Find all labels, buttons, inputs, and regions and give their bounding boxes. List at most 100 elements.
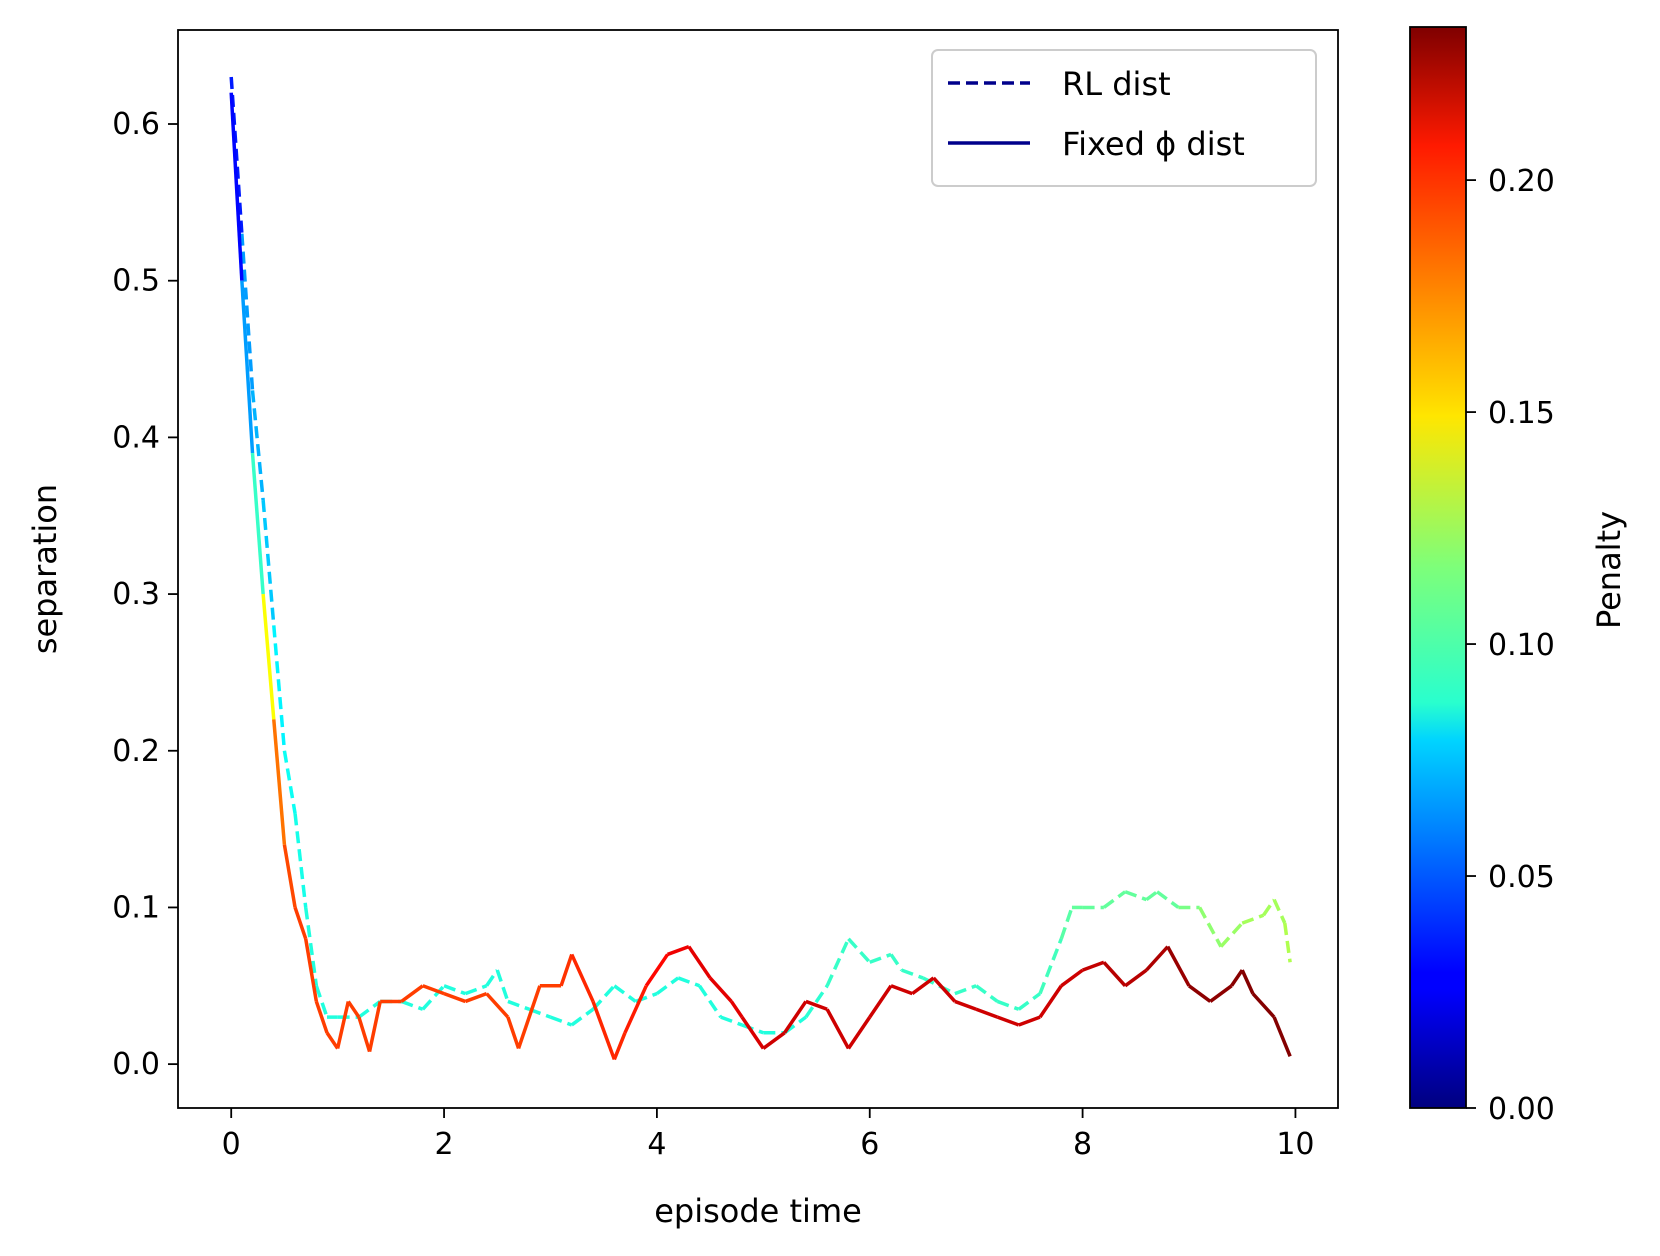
- series-segment: [570, 953, 595, 1003]
- y-axis-label: separation: [26, 484, 64, 654]
- series-segment: [422, 984, 445, 996]
- x-tick-label: 10: [1276, 1127, 1314, 1162]
- series-segment: [996, 1015, 1020, 1027]
- series-segment: [1262, 898, 1276, 917]
- series-segment: [1102, 890, 1127, 909]
- series-segment: [613, 984, 637, 1003]
- x-tick-label: 6: [860, 1127, 879, 1162]
- y-axis: 0.0 0.1 0.2 0.3 0.4 0.5 0.6: [112, 107, 178, 1082]
- series-segment: [954, 984, 977, 996]
- series-segment: [825, 1008, 850, 1050]
- colorbar-gradient: [1409, 26, 1467, 1109]
- series-segment: [1124, 968, 1148, 988]
- series-segment: [1166, 945, 1191, 987]
- series-segment: [996, 999, 1020, 1011]
- series-segment: [507, 999, 530, 1011]
- series-segment: [740, 1016, 765, 1050]
- series-segment: [1081, 960, 1105, 972]
- series-segment: [804, 984, 829, 1019]
- series-segment: [261, 499, 276, 626]
- series-segment: [303, 907, 319, 987]
- series-segment: [516, 985, 542, 1050]
- series-segment: [314, 985, 329, 1018]
- series-segment: [729, 1000, 744, 1019]
- colorbar-label: Penalty: [1590, 511, 1628, 629]
- series-segment: [612, 1032, 627, 1061]
- y-tick-label: 0.6: [112, 107, 160, 142]
- series-segment: [623, 985, 648, 1034]
- series-segment: [303, 938, 319, 1002]
- series-segment: [421, 984, 446, 1011]
- series-segment: [1241, 913, 1265, 925]
- series-segment: [250, 452, 265, 595]
- series-segment: [1060, 968, 1084, 988]
- y-tick-label: 0.5: [112, 264, 160, 299]
- series-segment: [932, 976, 957, 1003]
- series-segment: [911, 976, 935, 996]
- series-segment: [1272, 1016, 1292, 1057]
- series-segment: [1145, 890, 1159, 902]
- series-segment: [741, 1023, 764, 1035]
- series-segment: [1059, 906, 1074, 940]
- series-segment: [890, 984, 913, 996]
- series-segment: [901, 968, 924, 980]
- series-segment: [282, 750, 297, 814]
- series-segment: [666, 944, 690, 957]
- series-segment: [549, 1015, 573, 1027]
- series-segment: [1018, 1015, 1041, 1027]
- series-segment: [485, 992, 510, 1019]
- legend-label-fixed-phi-dist: Fixed ϕ dist: [1062, 125, 1245, 163]
- series-segment: [1038, 984, 1063, 1019]
- y-tick-label: 0.3: [112, 577, 160, 612]
- series-segment: [708, 976, 733, 1003]
- colorbar: 0.00 0.05 0.10 0.15 0.20 Penalty: [1409, 26, 1628, 1127]
- series-segment: [495, 969, 510, 1003]
- series-segment: [644, 953, 669, 987]
- series-segment: [506, 1016, 521, 1050]
- series-segment: [1038, 938, 1063, 995]
- series-segment: [1187, 984, 1212, 1003]
- x-axis-label: episode time: [654, 1192, 862, 1230]
- series-segment: [485, 969, 499, 987]
- colorbar-ticks: 0.00 0.05 0.10 0.15 0.20: [1466, 164, 1555, 1127]
- y-tick-label: 0.2: [112, 734, 160, 769]
- series-segment: [975, 984, 999, 1003]
- series-segment: [357, 1000, 382, 1019]
- series-segment: [443, 984, 466, 996]
- series-segment: [443, 991, 466, 1004]
- series-segment: [869, 952, 892, 964]
- series-segment: [325, 1031, 340, 1050]
- series-segment: [1272, 898, 1287, 924]
- series-segment: [570, 1007, 595, 1027]
- series-rl-dist: [229, 76, 1292, 1035]
- series-segment: [250, 390, 265, 501]
- series-segment: [1251, 992, 1276, 1019]
- series-segment: [783, 1000, 808, 1034]
- series-segment: [1209, 984, 1233, 1003]
- series-segment: [559, 953, 574, 987]
- series-segment: [1283, 922, 1292, 963]
- colorbar-tick-label: 0.05: [1488, 860, 1555, 895]
- series-segment: [293, 813, 308, 908]
- x-tick-label: 2: [435, 1127, 454, 1162]
- series-fixed-phi-dist: [229, 92, 1292, 1061]
- series-segment: [1102, 961, 1127, 987]
- series-segment: [805, 999, 828, 1011]
- series-segment: [677, 976, 701, 988]
- series-segment: [240, 280, 255, 454]
- colorbar-tick-label: 0.10: [1488, 628, 1555, 663]
- series-segment: [367, 1001, 382, 1052]
- x-tick-label: 0: [222, 1127, 241, 1162]
- series-segment: [261, 593, 276, 720]
- series-segment: [272, 719, 287, 845]
- series-segment: [975, 1007, 999, 1019]
- x-tick-label: 8: [1073, 1127, 1092, 1162]
- series-segment: [762, 1031, 786, 1050]
- series-segment: [687, 945, 712, 979]
- series-segment: [954, 999, 977, 1011]
- colorbar-tick-label: 0.20: [1488, 164, 1555, 199]
- series-segment: [847, 937, 872, 964]
- series-segment: [400, 999, 424, 1011]
- series-segment: [1017, 992, 1042, 1011]
